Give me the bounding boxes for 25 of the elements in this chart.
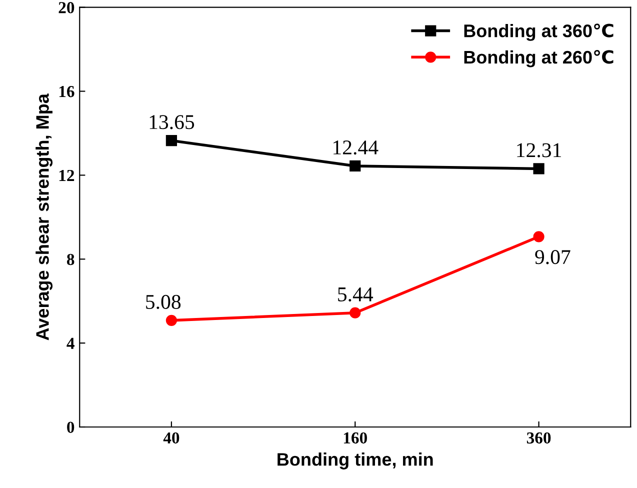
x-tick-label: 40 [163, 432, 180, 444]
legend-label: Bonding at 260℃ [464, 50, 614, 68]
point [350, 307, 361, 318]
point [533, 163, 544, 174]
data-label: 12.44 [334, 140, 378, 155]
y-tick-label: 8 [66, 254, 74, 266]
y-tick-label: 0 [67, 422, 74, 433]
data-label: 12.31 [517, 143, 561, 158]
y-axis-title: Average shear strength, Mpa [36, 93, 53, 340]
point [166, 314, 178, 326]
x-tick-label: 360 [526, 432, 551, 444]
x-axis-title: Bonding time, min [278, 452, 433, 470]
data-label: 5.44 [338, 287, 374, 302]
legend-label: Bonding at 360℃ [464, 24, 614, 41]
data-label: 9.07 [535, 250, 570, 264]
data-label: 13.65 [150, 115, 194, 130]
y-tick-label: 20 [58, 2, 74, 14]
x-tick-label: 160 [344, 432, 367, 444]
y-tick-label: 4 [66, 338, 74, 349]
y-tick-label: 16 [59, 86, 74, 98]
y-tick-label: 12 [59, 170, 74, 181]
point [166, 135, 178, 146]
data-label: 5.08 [146, 294, 181, 310]
point [350, 160, 361, 172]
point [533, 231, 544, 242]
